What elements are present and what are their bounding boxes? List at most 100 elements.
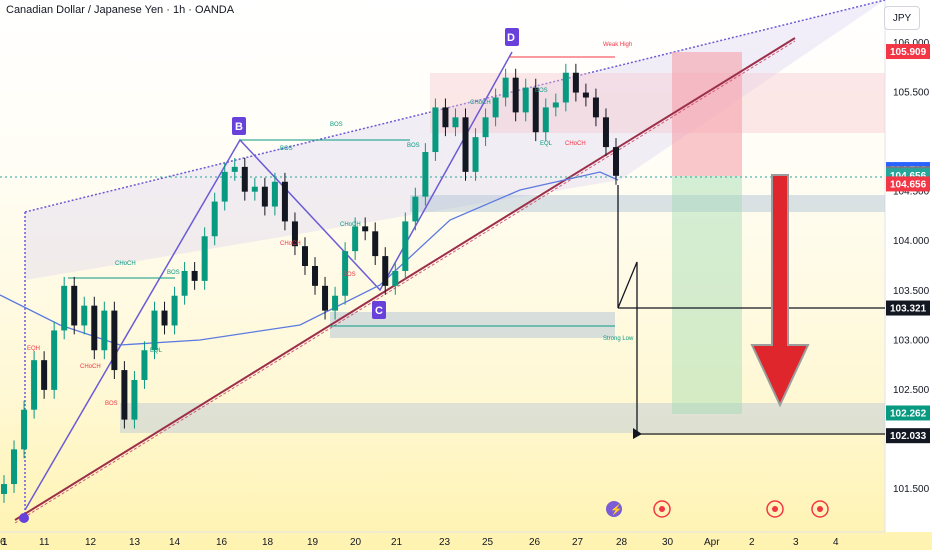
x-tick-label: 18 (262, 537, 274, 548)
candle-body[interactable] (261, 186, 268, 207)
candle-body[interactable] (121, 370, 128, 420)
candle-body[interactable] (492, 97, 499, 118)
candle-body[interactable] (291, 221, 298, 247)
annotation-bos-4: BOS (535, 88, 548, 94)
x-tick-label: 19 (307, 537, 319, 548)
annotation-choch-5: CHoCH (470, 100, 491, 106)
candle-body[interactable] (552, 102, 559, 108)
candle-body[interactable] (482, 117, 489, 138)
candle-body[interactable] (352, 226, 359, 252)
candle-body[interactable] (582, 92, 589, 98)
candle-body[interactable] (21, 409, 28, 450)
candle-body[interactable] (462, 117, 469, 172)
candle-body[interactable] (191, 270, 198, 281)
candle-body[interactable] (111, 310, 118, 371)
candle-body[interactable] (61, 285, 68, 331)
point-c-marker[interactable]: C (372, 301, 386, 319)
candle-body[interactable] (312, 266, 319, 286)
candle-body[interactable] (31, 360, 38, 410)
candle-body[interactable] (161, 310, 168, 326)
candle-body[interactable] (71, 285, 78, 326)
y-tick-label: 103.000 (893, 335, 930, 346)
candle-body[interactable] (562, 72, 569, 103)
event-flag-dot-1 (659, 506, 665, 512)
price-tag[interactable] (886, 300, 930, 316)
candle-body[interactable] (542, 107, 549, 133)
candle-body[interactable] (11, 449, 18, 485)
candle-body[interactable] (1, 484, 7, 494)
candle-body[interactable] (221, 171, 228, 202)
candle-body[interactable] (402, 221, 409, 271)
axis-ticks-group: 106.000 105.500 104.500 104.000 103.500 103.0… (0, 38, 930, 548)
candle-body[interactable] (412, 196, 419, 222)
candle-body[interactable] (201, 236, 208, 281)
projection-path (617, 185, 885, 435)
candle-body[interactable] (271, 181, 278, 207)
candle-body[interactable] (382, 256, 389, 286)
candle-body[interactable] (613, 147, 619, 176)
candle-body[interactable] (602, 117, 609, 148)
point-d-label: D (507, 32, 515, 44)
candle-body[interactable] (281, 181, 288, 222)
candle-body[interactable] (522, 87, 529, 113)
annotation-choch-4: CHoCH (565, 141, 586, 147)
candle-body[interactable] (372, 231, 379, 257)
y-tick-label: 105.500 (893, 88, 930, 99)
candle-body[interactable] (81, 305, 88, 326)
currency-button[interactable]: JPY (884, 6, 920, 30)
canada-flag-icon-2[interactable] (811, 500, 829, 518)
x-tick-label: 11 (39, 537, 50, 548)
candle-body[interactable] (41, 360, 48, 390)
price-tags-group: 105.909104.718104.676104.656104.656103.3… (886, 44, 930, 444)
candle-body[interactable] (241, 166, 248, 192)
canada-flag-icon-1[interactable] (766, 500, 784, 518)
candle-body[interactable] (151, 310, 158, 351)
point-d-marker[interactable]: D (505, 28, 519, 46)
point-a-marker[interactable] (19, 513, 29, 523)
earnings-event-icon[interactable] (606, 501, 622, 517)
candle-body[interactable] (572, 72, 579, 93)
candle-body[interactable] (442, 107, 449, 128)
candle-body[interactable] (502, 77, 509, 98)
candle-body[interactable] (362, 226, 369, 232)
point-c-label: C (375, 305, 383, 317)
candle-body[interactable] (301, 246, 308, 266)
price-tag[interactable] (886, 44, 930, 60)
candle-body[interactable] (392, 270, 399, 286)
x-tick-label: 23 (439, 537, 451, 548)
candle-body[interactable] (91, 305, 98, 351)
price-tag[interactable] (886, 405, 930, 421)
annotation-choch-3: CHoCH (280, 241, 301, 247)
candle-body[interactable] (322, 285, 329, 311)
candle-body[interactable] (592, 97, 599, 118)
point-b-label: B (235, 121, 243, 133)
candle-body[interactable] (452, 117, 459, 128)
candle-body[interactable] (51, 330, 58, 390)
candle-body[interactable] (181, 270, 188, 296)
price-tag[interactable] (886, 176, 930, 192)
candle-body[interactable] (532, 87, 539, 133)
point-b-marker[interactable]: B (232, 117, 246, 135)
candle-body[interactable] (422, 152, 429, 197)
candle-body[interactable] (512, 77, 519, 113)
canada-flag-dot-1 (772, 506, 778, 512)
candle-body[interactable] (432, 107, 439, 153)
x-tick-label: 2 (749, 537, 755, 548)
candle-body[interactable] (211, 201, 218, 237)
candle-body[interactable] (141, 350, 148, 380)
candle-body[interactable] (342, 251, 349, 296)
lightning-icon: ⚡ (610, 503, 622, 516)
candle-body[interactable] (171, 295, 178, 326)
price-axis[interactable] (885, 0, 932, 532)
event-flag-icon-1[interactable] (653, 500, 671, 518)
candle-body[interactable] (332, 295, 339, 311)
candle-body[interactable] (131, 379, 138, 420)
y-tick-label: 104.000 (893, 236, 930, 247)
price-tag[interactable] (886, 428, 930, 444)
candle-body[interactable] (472, 137, 479, 172)
candle-body[interactable] (231, 166, 238, 172)
candle-body[interactable] (101, 310, 108, 351)
candle-body[interactable] (251, 186, 258, 192)
